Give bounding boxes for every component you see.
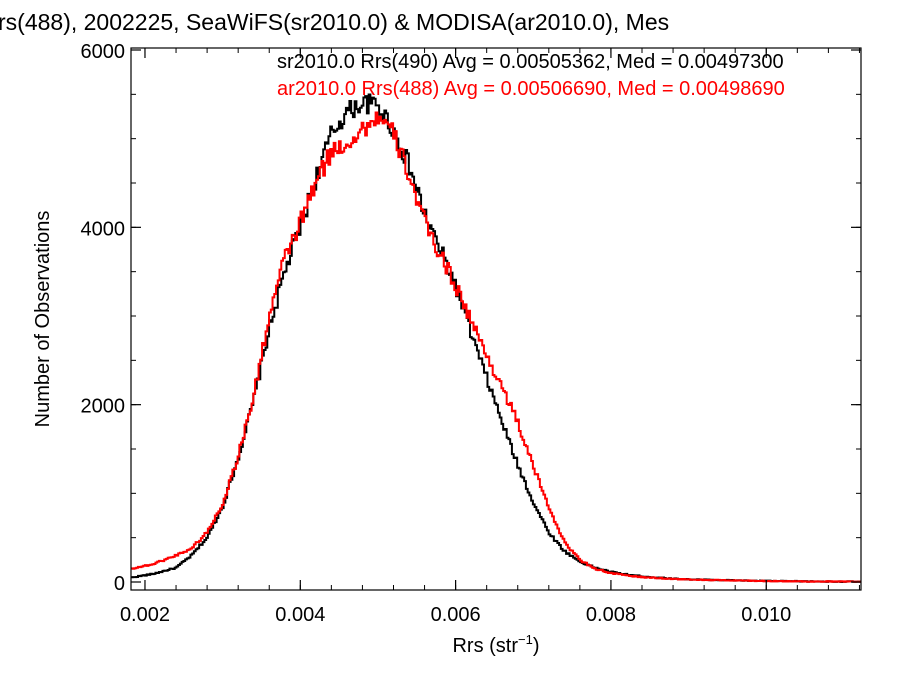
y-tick-label: 0 [114,573,125,595]
legend-entry-1: sr2010.0 Rrs(490) Avg = 0.00505362, Med … [277,51,784,73]
x-tick-label: 0.008 [586,604,636,626]
x-tick-label: 0.004 [275,604,325,626]
series-layer [131,93,861,583]
x-axis-label-superscript: −1 [518,632,533,647]
plot-frame [130,47,862,591]
y-tick-label: 4000 [81,218,126,240]
x-tick-label: 0.006 [431,604,481,626]
legend: sr2010.0 Rrs(490) Avg = 0.00505362, Med … [277,51,785,100]
x-axis-label-close: ) [533,635,540,657]
y-tick-label: 2000 [81,396,126,418]
legend-entry-2: ar2010.0 Rrs(488) Avg = 0.00506690, Med … [277,78,785,100]
x-axis-label-main: Rrs (str [452,635,518,657]
x-tick-label: 0.010 [741,604,791,626]
y-axis-ticks: 0 2000 4000 6000 [81,41,861,595]
y-axis-label: Number of Observations [32,211,54,428]
chart-title: rs(488), 2002225, SeaWiFS(sr2010.0) & MO… [0,9,669,35]
x-axis-ticks: 0.002 0.004 0.006 0.008 0.010 [120,48,860,626]
x-tick-label: 0.002 [120,604,170,626]
y-tick-label: 6000 [81,41,126,63]
series-line-2 [131,111,861,583]
x-axis-label: Rrs (str−1) [452,632,539,657]
